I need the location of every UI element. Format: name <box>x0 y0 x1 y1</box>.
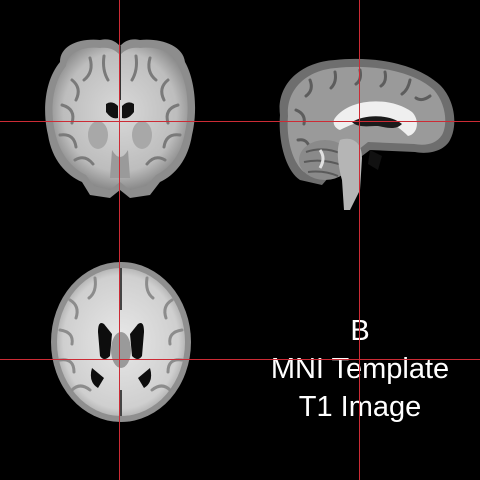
sagittal-view[interactable] <box>240 0 480 240</box>
axial-view[interactable] <box>0 240 240 480</box>
panel-caption: B MNI Template T1 Image <box>240 312 480 426</box>
image-type: T1 Image <box>298 391 422 423</box>
axial-slice <box>51 262 191 422</box>
crosshair-vertical-left[interactable] <box>119 0 120 480</box>
template-name: MNI Template <box>270 353 450 385</box>
sagittal-slice <box>279 58 455 210</box>
label-panel: B MNI Template T1 Image <box>240 240 480 480</box>
crosshair-horizontal-top[interactable] <box>0 121 480 122</box>
panel-letter: B <box>350 315 370 347</box>
coronal-view[interactable] <box>0 0 240 240</box>
coronal-slice <box>45 39 196 199</box>
crosshair-vertical-right[interactable] <box>359 0 360 480</box>
crosshair-horizontal-bottom[interactable] <box>0 359 480 360</box>
